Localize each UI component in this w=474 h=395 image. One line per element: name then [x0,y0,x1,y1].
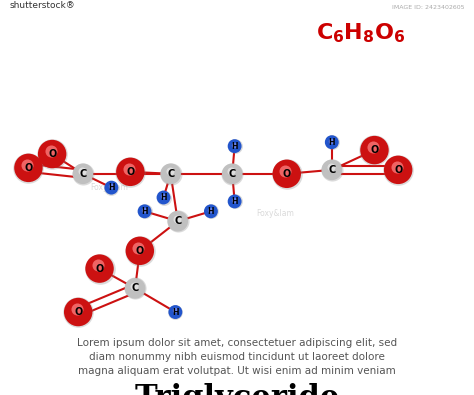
Point [47,148,55,154]
Point [136,248,144,254]
Text: C: C [79,169,87,179]
Point [74,309,82,315]
Text: H: H [160,193,167,202]
Point [25,165,32,171]
Point [207,207,214,213]
Point [172,309,179,315]
Point [108,184,115,191]
Point [231,143,238,149]
Point [328,167,336,173]
Point [78,168,86,175]
Point [167,171,174,177]
Text: O: O [136,246,144,256]
Point [371,147,378,153]
Point [207,208,215,214]
Point [141,208,148,214]
Point [328,139,336,145]
Point [141,208,148,214]
Point [167,171,174,177]
Point [25,165,32,171]
Point [73,306,81,312]
Text: H: H [231,197,238,206]
Text: H: H [231,142,238,150]
Point [166,168,173,175]
Point [207,208,215,214]
Point [48,151,56,157]
Point [125,166,133,172]
Text: H: H [208,207,214,216]
Point [96,265,103,272]
Point [23,162,31,168]
Text: O: O [283,169,291,179]
Point [231,143,238,149]
Text: C: C [328,165,336,175]
Text: C: C [228,169,236,179]
Point [107,183,115,189]
Point [228,171,236,177]
Text: O: O [394,165,402,175]
Point [230,197,238,203]
Text: H: H [141,207,148,216]
Point [328,139,336,145]
Point [228,168,235,175]
Point [171,307,179,314]
Text: O: O [24,163,33,173]
Text: O: O [48,149,56,159]
Point [94,262,102,269]
Point [135,245,142,251]
Text: H: H [172,308,179,316]
Point [394,167,402,173]
Point [231,198,238,205]
Point [160,194,167,201]
Text: O: O [370,145,379,155]
Text: C: C [167,169,174,179]
Point [283,171,291,177]
Text: IMAGE ID: 2423402605: IMAGE ID: 2423402605 [392,5,465,10]
Point [127,169,134,175]
Point [228,171,236,177]
Text: C: C [131,283,139,293]
Text: Foxy&lam: Foxy&lam [90,183,128,192]
Point [79,171,87,177]
Text: Triglyceride: Triglyceride [134,383,340,395]
Point [327,164,335,171]
Point [172,309,179,315]
Text: Lorem ipsum dolor sit amet, consectetuer adipiscing elit, sed
diam nonummy nibh : Lorem ipsum dolor sit amet, consectetuer… [77,338,397,376]
Point [282,167,289,174]
Text: O: O [126,167,135,177]
Point [328,137,335,144]
Point [131,285,139,292]
Point [174,218,182,224]
Text: O: O [95,263,104,274]
Point [159,193,167,199]
Point [136,248,144,254]
Point [369,144,377,150]
Point [79,171,87,177]
Point [127,169,134,175]
Text: H: H [108,183,115,192]
Point [371,147,378,153]
Point [173,216,181,222]
Text: H: H [328,138,335,147]
Point [283,171,291,177]
Point [140,207,148,213]
Point [131,285,139,292]
Text: O: O [74,307,82,317]
Point [108,184,115,191]
Point [96,265,103,272]
Point [48,151,56,157]
Point [394,167,402,173]
Point [174,218,182,224]
Point [328,167,336,173]
Text: shutterstock®: shutterstock® [9,1,75,10]
Point [230,141,238,148]
Point [160,194,167,201]
Point [74,309,82,315]
Point [130,283,138,289]
Point [393,164,401,170]
Point [231,198,238,205]
Text: C: C [174,216,182,226]
Text: Foxy&lam: Foxy&lam [256,209,294,218]
Text: $\mathbf{C_6H_8O_6}$: $\mathbf{C_6H_8O_6}$ [316,22,405,45]
